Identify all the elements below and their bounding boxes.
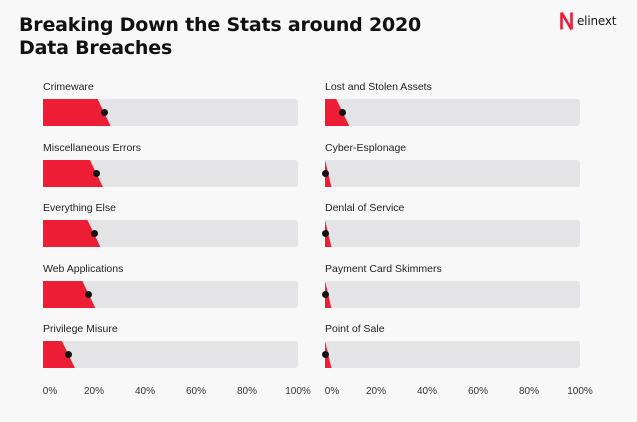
value-marker [93,169,101,177]
bar-track [321,220,580,247]
bar-label: Point of Sale [325,323,385,335]
bar-track [43,280,298,308]
elinext-logo-icon [560,11,573,31]
bar-track [43,99,298,126]
value-marker [90,230,98,237]
x-tick-label: 80% [518,386,540,397]
bar-label: Web Applications [43,262,124,275]
x-tick-label: 100% [285,386,311,397]
bar-fill-svg [43,280,96,308]
value-marker [65,351,72,358]
bar-track [321,280,580,308]
bar-track [321,159,580,187]
x-tick-label: 0% [42,386,58,397]
bar-fill-svg [43,341,75,368]
bar-fill-svg [43,220,101,247]
right-x-axis: 0% 20% 40% 60% 80% 100% [324,386,593,400]
bar-fill-svg [325,99,350,126]
value-marker [85,290,93,298]
bar-row: Point of Sale [321,320,581,370]
bar-fill [43,220,101,247]
bar-fill-svg [43,99,111,126]
value-marker [100,109,108,116]
bar-label: Denlal of Service [325,202,405,214]
bar-track [43,341,298,368]
x-tick-label: 40% [416,386,438,397]
bar-fill-svg [325,159,332,187]
bar-label: Cyber-Esplonage [325,141,407,154]
value-marker [339,109,347,116]
x-tick-label: 60% [185,386,207,397]
bar-label: Miscellaneous Errors [43,141,142,154]
chart-title: Breaking Down the Stats around 2020 Data… [19,14,422,59]
value-marker [321,230,329,237]
bar-label: Privilege Misure [43,323,118,335]
x-tick-label: 20% [365,386,387,397]
bar-row: Denlal of Service [321,199,581,249]
bar-row: Web Applications [43,260,299,310]
bar-track [325,99,580,126]
bar-row: Miscellaneous Errors [43,139,299,189]
value-marker [321,169,329,177]
bar-row: Privilege Misure [43,320,299,370]
bar-label: Everything Else [43,202,116,214]
bar-fill-svg [325,341,332,368]
logo-text: elinext [577,14,617,28]
left-x-axis: 0% 20% 40% 60% 80% 100% [42,386,311,400]
bar-track [43,220,298,247]
bar-track [43,159,298,187]
bar-label: Crimeware [43,81,94,93]
bar-row: Cyber-Esplonage [321,139,581,189]
x-tick-label: 100% [567,386,593,397]
value-marker [321,351,329,358]
bar-track [321,341,580,368]
bar-label: Payment Card Skimmers [325,262,442,275]
bar-row: Crimeware [43,78,299,128]
value-marker [321,290,329,298]
x-tick-label: 20% [83,386,105,397]
bar-fill [43,99,111,126]
bar-row: Payment Card Skimmers [321,260,581,310]
x-tick-label: 40% [134,386,156,397]
bar-fill [43,159,103,187]
bar-fill [43,341,75,368]
logo: elinext [560,9,616,33]
bar-label: Lost and Stolen Assets [325,81,432,93]
x-tick-label: 80% [236,386,258,397]
bar-fill [325,99,350,126]
bar-fill-svg [43,159,103,187]
x-tick-label: 0% [324,386,340,397]
bar-fill [43,280,96,308]
x-tick-label: 60% [467,386,489,397]
bar-fill-svg [325,280,332,308]
bar-row: Everything Else [43,199,299,249]
bar-row: Lost and Stolen Assets [325,78,581,128]
bar-fill-svg [325,220,332,247]
